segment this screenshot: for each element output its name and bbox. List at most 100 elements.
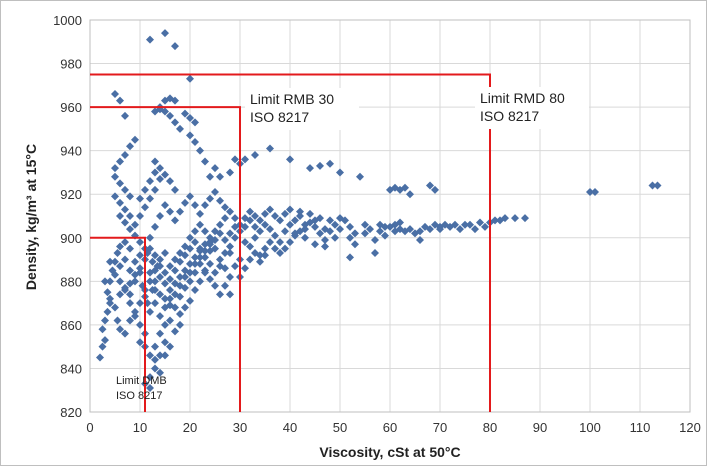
data-point (131, 307, 139, 316)
data-point (151, 251, 159, 260)
data-point (511, 214, 519, 223)
data-point (311, 222, 319, 231)
data-point (226, 242, 234, 251)
data-point (171, 118, 179, 127)
data-point (451, 220, 459, 229)
data-point (431, 185, 439, 194)
limit-labels: Limit DMB ISO 8217 Limit RMB 30 ISO 8217 Lim… (116, 87, 589, 402)
data-point (191, 118, 199, 127)
data-point (161, 29, 169, 38)
data-point (151, 299, 159, 308)
x-tick-label: 30 (233, 420, 247, 435)
data-point (326, 159, 334, 168)
data-point (156, 368, 164, 377)
data-point (136, 338, 144, 347)
data-point (191, 253, 199, 262)
data-point (221, 281, 229, 290)
data-point (326, 216, 334, 225)
data-point (126, 192, 134, 201)
data-point (111, 192, 119, 201)
data-point (226, 272, 234, 281)
limit-label-text: Limit RMB 30 (250, 91, 334, 107)
data-point (206, 240, 214, 249)
data-point (276, 238, 284, 247)
data-point (231, 214, 239, 223)
data-point (266, 144, 274, 153)
data-point (361, 229, 369, 238)
data-point (98, 342, 107, 351)
data-point (111, 270, 119, 279)
data-point (181, 303, 189, 312)
data-point (431, 220, 439, 229)
data-point (171, 185, 179, 194)
limit-label-text: ISO 8217 (250, 109, 309, 125)
data-point (241, 264, 249, 273)
data-point (316, 229, 324, 238)
data-point (276, 249, 284, 258)
data-point (191, 137, 199, 146)
data-point (146, 351, 154, 360)
data-point (131, 257, 139, 266)
data-point (206, 246, 214, 255)
data-point (306, 164, 314, 173)
data-point (151, 342, 159, 351)
data-point (196, 209, 204, 218)
data-point (436, 225, 444, 234)
data-point (156, 290, 164, 299)
data-point (351, 240, 359, 249)
data-point (346, 233, 354, 242)
data-point (271, 212, 279, 220)
data-point (381, 222, 389, 231)
data-point (151, 266, 159, 275)
data-point (171, 216, 179, 225)
data-point (161, 294, 169, 303)
data-point (366, 225, 374, 234)
data-point (106, 277, 114, 286)
x-tick-label: 100 (579, 420, 601, 435)
y-tick-label: 960 (60, 100, 82, 115)
data-point (121, 238, 129, 247)
x-tick-label: 120 (679, 420, 701, 435)
x-axis-title: Viscosity, cSt at 50°C (319, 444, 460, 460)
data-point (121, 151, 129, 160)
limit-line (90, 73, 491, 412)
limit-label-background (245, 88, 359, 130)
data-point (151, 355, 159, 364)
data-point (136, 299, 144, 308)
data-point (221, 249, 229, 258)
y-axis-title: Density, kg/m³ at 15°C (23, 144, 39, 290)
data-point (126, 225, 134, 234)
data-point (191, 268, 199, 277)
data-point (211, 268, 219, 277)
data-point (141, 203, 149, 212)
data-point (161, 351, 169, 360)
data-point (521, 214, 529, 223)
data-point (371, 235, 379, 244)
data-point (211, 164, 219, 173)
y-tick-label: 860 (60, 318, 82, 333)
data-point (146, 35, 154, 44)
data-point (151, 277, 159, 286)
data-point (331, 233, 339, 242)
x-tick-label: 20 (183, 420, 197, 435)
data-point (126, 299, 134, 308)
data-point (301, 233, 309, 242)
data-point (161, 338, 169, 347)
data-point (286, 155, 294, 164)
data-point (211, 281, 219, 290)
data-point (166, 342, 174, 351)
data-point (171, 290, 179, 299)
data-point (221, 264, 229, 273)
data-point (216, 229, 224, 238)
data-point (591, 188, 599, 197)
data-point (136, 320, 144, 329)
data-point (426, 181, 434, 190)
data-point (206, 275, 214, 284)
data-point (416, 235, 424, 244)
data-point (191, 201, 199, 210)
data-point (216, 220, 224, 229)
limit-label-text: ISO 8217 (116, 390, 162, 402)
data-point (226, 168, 234, 177)
data-point (476, 218, 484, 227)
